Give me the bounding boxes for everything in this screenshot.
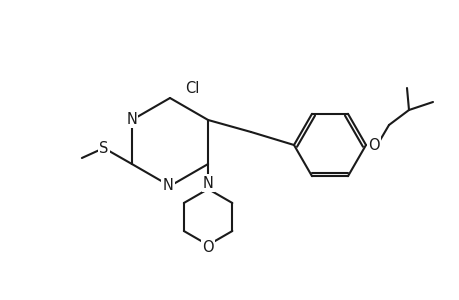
Text: N: N — [202, 176, 213, 190]
Text: O: O — [367, 137, 379, 152]
Text: S: S — [99, 140, 108, 155]
Text: N: N — [162, 178, 173, 194]
Text: N: N — [126, 112, 137, 127]
Text: O: O — [202, 239, 213, 254]
Text: Cl: Cl — [185, 80, 199, 95]
